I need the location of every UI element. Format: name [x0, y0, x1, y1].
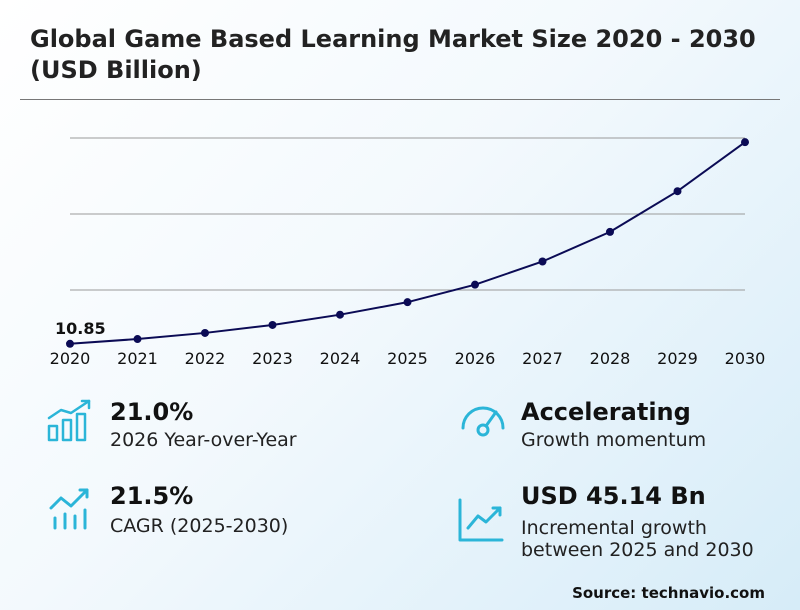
bar-growth-icon	[47, 399, 91, 442]
x-tick-2024: 2024	[320, 349, 361, 368]
speedometer-icon	[461, 406, 505, 437]
data-point-2024	[336, 310, 344, 319]
stat-yoy-value: 21.0%	[110, 398, 194, 426]
trend-up-icon	[49, 488, 89, 530]
data-point-2021	[133, 335, 142, 344]
chart-title: Global Game Based Learning Market Size 2…	[30, 25, 756, 84]
line-chart: 2020 2021 2022 2023 2024 2025 2026 2027 2028 2029…	[50, 137, 766, 368]
series-line	[69, 141, 746, 345]
stat-incremental-label-line1: Incremental growth	[521, 517, 707, 539]
x-tick-2027: 2027	[522, 349, 563, 368]
x-tick-2025: 2025	[387, 349, 428, 368]
data-point-2026	[471, 280, 479, 289]
stat-incremental-label-line2: between 2025 and 2030	[521, 539, 754, 561]
stat-momentum-value: Accelerating	[521, 398, 691, 426]
x-tick-2020: 2020	[50, 349, 91, 368]
data-point-2027	[538, 257, 547, 266]
stat-cagr-label: CAGR (2025-2030)	[110, 515, 289, 537]
data-point-2023	[268, 320, 277, 329]
stat-momentum-label: Growth momentum	[521, 429, 707, 451]
x-tick-2029: 2029	[657, 349, 698, 368]
data-point-2020	[66, 339, 74, 348]
data-point-2030	[741, 138, 749, 147]
x-tick-2028: 2028	[590, 349, 631, 368]
data-point-2028	[606, 227, 614, 236]
data-point-2025	[403, 298, 412, 307]
source-credit: Source: technavio.com	[572, 584, 765, 602]
data-point-2029	[673, 187, 682, 196]
stat-cagr-value: 21.5%	[110, 482, 194, 510]
title-divider	[20, 99, 780, 100]
data-point-2022	[201, 328, 209, 337]
stat-incremental-value: USD 45.14 Bn	[521, 482, 706, 510]
x-tick-2023: 2023	[252, 349, 293, 368]
line-chart-icon	[458, 498, 504, 542]
x-tick-2030: 2030	[725, 349, 766, 368]
x-tick-2022: 2022	[185, 349, 226, 368]
x-tick-2021: 2021	[117, 349, 158, 368]
x-tick-2026: 2026	[455, 349, 496, 368]
stat-yoy-label: 2026 Year-over-Year	[110, 429, 297, 451]
data-label-2020: 10.85	[55, 319, 106, 338]
